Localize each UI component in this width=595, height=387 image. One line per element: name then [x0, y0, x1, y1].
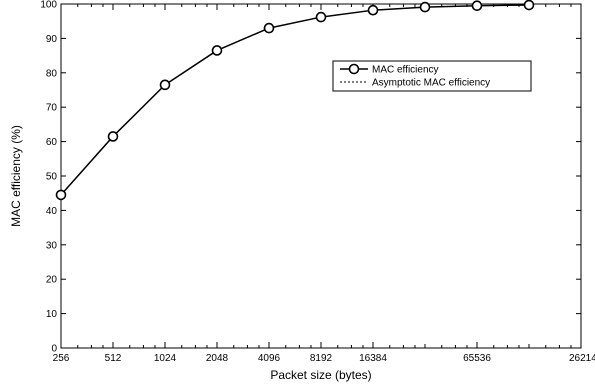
y-tick-label-7: 70	[46, 103, 58, 114]
legend-label-mac-efficiency: MAC efficiency	[372, 65, 439, 76]
data-point-mac-efficiency-8	[471, 0, 483, 12]
y-tick-label-1: 10	[46, 309, 58, 320]
data-point-mac-efficiency-2	[159, 79, 171, 91]
data-point-mac-efficiency-3	[211, 45, 223, 56]
legend-box	[332, 60, 532, 92]
y-tick-label-0: 0	[51, 344, 57, 355]
data-point-mac-efficiency-5	[315, 11, 327, 23]
y-tick-label-9: 90	[46, 34, 58, 45]
x-tick-label-2: 1024	[154, 353, 177, 364]
x-tick-label-1: 512	[105, 353, 122, 364]
data-point-mac-efficiency-9	[523, 0, 535, 11]
legend: MAC efficiency Asymptotic MAC efficiency	[332, 60, 532, 92]
y-tick-label-2: 20	[46, 275, 58, 286]
y-tick-label-4: 40	[46, 206, 58, 217]
legend-label-asymptotic: Asymptotic MAC efficiency	[372, 78, 490, 89]
x-tick-label-8: 262144	[569, 353, 595, 364]
axis-ticks	[60, 3, 582, 349]
x-tick-label-4: 4096	[258, 353, 281, 364]
x-tick-label-7: 65536	[463, 353, 491, 364]
x-tick-label-6: 16384	[359, 353, 387, 364]
plot-frame	[60, 3, 582, 349]
legend-marker-mac-efficiency	[348, 63, 360, 75]
data-point-mac-efficiency-6	[367, 4, 379, 16]
x-tick-label-3: 2048	[206, 353, 229, 364]
y-tick-label-5: 50	[46, 172, 58, 183]
x-tick-label-5: 8192	[310, 353, 333, 364]
series-line-mac-efficiency	[60, 4, 530, 196]
y-tick-label-3: 30	[46, 240, 58, 251]
x-axis-title: Packet size (bytes)	[270, 368, 371, 382]
y-tick-label-10: 100	[40, 0, 57, 11]
data-point-mac-efficiency-0	[55, 189, 67, 201]
y-tick-label-6: 60	[46, 137, 58, 148]
x-tick-label-0: 256	[53, 353, 70, 364]
series-layer	[55, 0, 581, 201]
data-point-mac-efficiency-7	[419, 1, 431, 13]
x-tick-labels: 256 512 1024 2048 4096 8192 16384 65536 262144	[53, 353, 595, 364]
y-tick-labels: 0 10 20 30 40 50 60 70 80 90 100	[40, 0, 57, 355]
data-point-mac-efficiency-4	[263, 22, 275, 34]
y-tick-label-8: 80	[46, 68, 58, 79]
y-axis-title: MAC efficiency (%)	[9, 125, 23, 227]
data-point-mac-efficiency-1	[107, 131, 119, 142]
